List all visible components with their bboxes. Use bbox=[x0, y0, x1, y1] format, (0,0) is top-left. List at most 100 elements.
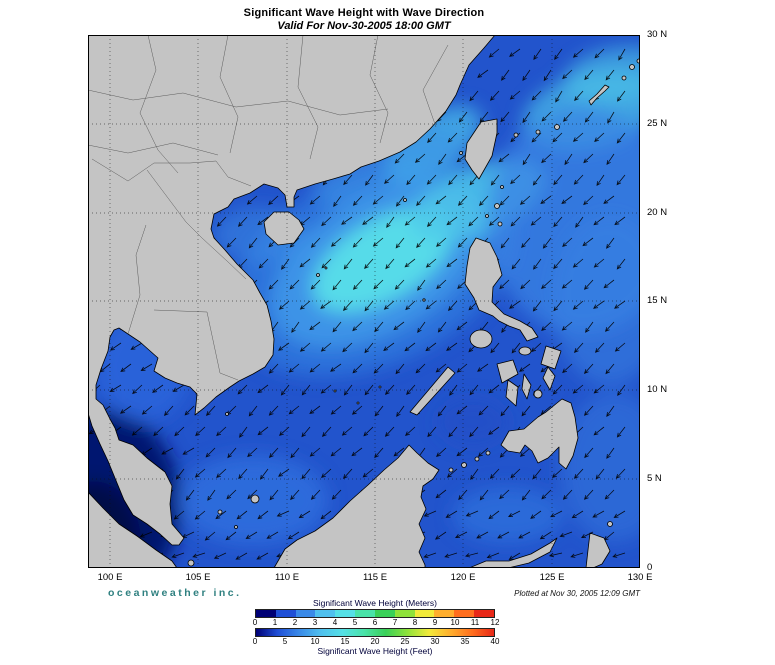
wave-direction-arrow bbox=[458, 489, 468, 501]
wave-direction-arrow bbox=[489, 468, 500, 479]
lon-tick-label: 120 E bbox=[450, 572, 476, 583]
wave-direction-arrow bbox=[131, 426, 143, 436]
wave-direction-arrow bbox=[559, 531, 573, 538]
wave-direction-arrow bbox=[508, 552, 521, 560]
wave-direction-arrow bbox=[394, 153, 405, 164]
wave-direction-arrow bbox=[290, 489, 300, 501]
wave-direction-arrow bbox=[437, 405, 447, 417]
wave-direction-arrow bbox=[552, 384, 563, 395]
wave-direction-arrow bbox=[488, 384, 500, 394]
map-area bbox=[88, 35, 640, 568]
island-conson bbox=[225, 412, 229, 416]
wave-direction-arrow bbox=[614, 342, 626, 352]
wave-direction-arrow bbox=[454, 531, 468, 538]
wave-direction-arrow bbox=[572, 258, 584, 268]
wave-direction-arrow bbox=[320, 300, 332, 309]
wave-direction-arrow bbox=[533, 48, 542, 61]
wave-direction-arrow bbox=[477, 69, 489, 78]
wave-direction-arrow bbox=[488, 48, 500, 58]
wave-direction-arrow bbox=[268, 447, 279, 458]
wave-direction-arrow bbox=[352, 321, 363, 332]
lat-tick-label: 5 N bbox=[647, 473, 662, 484]
wave-direction-arrow bbox=[572, 132, 584, 142]
wave-direction-arrow bbox=[405, 426, 416, 437]
wave-direction-arrow bbox=[352, 237, 363, 248]
grid-layer bbox=[88, 35, 640, 568]
wave-direction-arrow bbox=[563, 111, 573, 122]
coastline-sumatra bbox=[88, 491, 178, 568]
wave-direction-arrow bbox=[362, 468, 374, 478]
wave-direction-arrow bbox=[247, 489, 258, 500]
coastline-luzon bbox=[464, 237, 539, 342]
wave-direction-arrow bbox=[541, 153, 552, 164]
wave-direction-arrow bbox=[287, 531, 300, 540]
island-cebu bbox=[521, 373, 532, 400]
island-lingga bbox=[187, 559, 195, 567]
wave-direction-arrow bbox=[456, 447, 468, 457]
wave-direction-arrow bbox=[215, 510, 227, 520]
wave-direction-arrow bbox=[603, 279, 615, 289]
wave-direction-arrow bbox=[562, 237, 573, 247]
wave-direction-arrow bbox=[584, 69, 594, 81]
wave-direction-arrow bbox=[468, 216, 479, 227]
land-layer bbox=[88, 35, 640, 568]
wave-direction-arrow bbox=[184, 405, 195, 416]
wave-direction-arrow bbox=[258, 258, 269, 269]
island-samar bbox=[540, 345, 562, 370]
wave-direction-arrow bbox=[596, 174, 605, 187]
wave-direction-arrow bbox=[427, 132, 437, 143]
wave-direction-arrow bbox=[280, 384, 290, 396]
wave-direction-arrow bbox=[436, 447, 447, 457]
wave-direction-arrow bbox=[490, 174, 500, 186]
meters-colorbar bbox=[255, 609, 495, 618]
wave-direction-arrow bbox=[521, 489, 531, 501]
wave-direction-arrow bbox=[582, 237, 594, 247]
wave-direction-arrow bbox=[572, 384, 584, 394]
wave-direction-arrow bbox=[606, 405, 615, 417]
meters-tick: 0 bbox=[252, 618, 258, 627]
wave-direction-arrow bbox=[423, 510, 437, 517]
wave-direction-arrow bbox=[120, 363, 132, 373]
wave-direction-arrow bbox=[592, 510, 605, 518]
coastline-mindanao bbox=[500, 398, 579, 470]
wave-direction-arrow bbox=[540, 195, 552, 205]
wave-direction-arrow bbox=[383, 342, 395, 351]
wave-direction-arrow bbox=[309, 405, 321, 415]
wave-direction-arrow bbox=[404, 342, 416, 352]
wave-direction-arrow bbox=[447, 300, 458, 311]
wave-direction-arrow bbox=[393, 447, 405, 457]
wave-direction-arrow bbox=[130, 342, 143, 350]
wave-direction-arrow bbox=[593, 384, 605, 394]
wave-direction-arrow bbox=[226, 489, 237, 500]
wave-direction-arrow bbox=[386, 216, 395, 228]
wave-direction-arrow bbox=[617, 384, 626, 396]
wave-direction-arrow bbox=[192, 552, 206, 558]
wave-direction-arrow bbox=[456, 363, 468, 373]
wave-direction-arrow bbox=[531, 342, 542, 353]
wave-direction-arrow bbox=[616, 426, 626, 438]
coastline-mainland-asia bbox=[88, 35, 496, 546]
wave-direction-arrow bbox=[448, 174, 458, 186]
wave-direction-arrow bbox=[446, 342, 458, 351]
wave-direction-arrow bbox=[416, 237, 426, 248]
island-babuyan-2 bbox=[497, 221, 503, 227]
wave-direction-arrow bbox=[238, 216, 248, 227]
wave-direction-arrow bbox=[486, 552, 500, 559]
page-title: Significant Wave Height with Wave Direct… bbox=[243, 7, 485, 19]
wave-direction-arrow bbox=[268, 195, 279, 205]
wave-direction-arrow bbox=[301, 426, 311, 438]
wave-direction-arrow bbox=[353, 279, 363, 290]
feet-tick: 0 bbox=[252, 637, 258, 646]
wave-direction-arrow bbox=[279, 426, 290, 436]
colorbar-segment bbox=[256, 610, 276, 617]
wave-direction-arrow bbox=[510, 468, 521, 479]
wave-direction-arrow bbox=[290, 447, 300, 459]
island-babuyan-3 bbox=[485, 214, 489, 218]
wave-direction-arrow bbox=[616, 132, 626, 144]
wave-direction-arrow bbox=[519, 363, 531, 372]
wave-direction-arrow bbox=[434, 531, 447, 540]
lon-tick-label: 125 E bbox=[539, 572, 565, 583]
wave-direction-arrow bbox=[374, 447, 384, 459]
colorbar-segment bbox=[275, 610, 296, 617]
